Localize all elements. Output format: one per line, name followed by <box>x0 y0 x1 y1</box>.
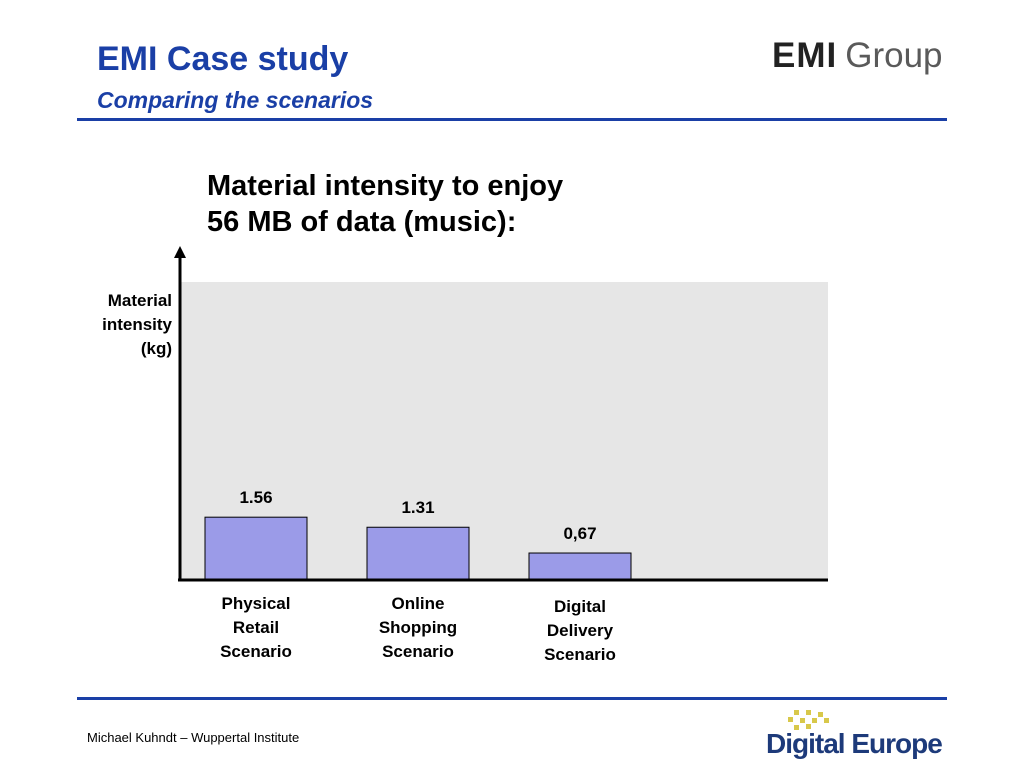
data-label-3: 0,67 <box>563 524 596 543</box>
x-label-digital-delivery: Digital Delivery Scenario <box>515 595 645 667</box>
bar-1 <box>204 516 308 581</box>
x-label-physical-retail: Physical Retail Scenario <box>191 592 321 664</box>
x-label-line: Scenario <box>544 645 616 664</box>
x-label-line: Digital <box>554 597 606 616</box>
chart-title-line-1: Material intensity to enjoy <box>207 170 564 202</box>
emi-group-logo: EMI Group <box>772 38 943 73</box>
digital-europe-wordmark: Digital Europe <box>766 728 943 759</box>
chart-title: Material intensity to enjoy 56 MB of dat… <box>207 168 563 240</box>
y-axis-label: Material intensity (kg) <box>102 289 172 361</box>
x-label-line: Physical <box>221 594 291 613</box>
x-label-line: Scenario <box>220 642 292 661</box>
y-axis-label-line-2: intensity <box>102 315 172 334</box>
x-label-line: Delivery <box>546 621 614 640</box>
emi-logo-bold: EMI <box>772 36 838 75</box>
chart-title-line-2: 56 MB of data (music): <box>207 206 517 238</box>
slide-title: EMI Case study <box>97 40 349 78</box>
data-label-2: 1.31 <box>401 498 434 517</box>
footer-divider <box>77 697 947 700</box>
x-label-line: Shopping <box>378 618 458 637</box>
slide-subtitle: Comparing the scenarios <box>97 87 374 113</box>
y-axis-label-line-3: (kg) <box>140 339 172 358</box>
digital-europe-dots-icon <box>788 710 829 730</box>
bar-2 <box>366 526 470 581</box>
y-axis-label-line-1: Material <box>107 291 172 310</box>
emi-logo-group: Group <box>845 36 943 75</box>
x-label-online-shopping: Online Shopping Scenario <box>353 592 483 664</box>
y-axis-arrowhead <box>174 246 186 258</box>
x-label-line: Online <box>391 594 445 613</box>
header-divider <box>77 118 947 121</box>
bar-3 <box>528 552 632 581</box>
x-label-line: Retail <box>232 618 280 637</box>
footer-credit: Michael Kuhndt – Wuppertal Institute <box>87 730 300 745</box>
x-label-line: Scenario <box>382 642 454 661</box>
data-label-1: 1.56 <box>239 488 272 507</box>
